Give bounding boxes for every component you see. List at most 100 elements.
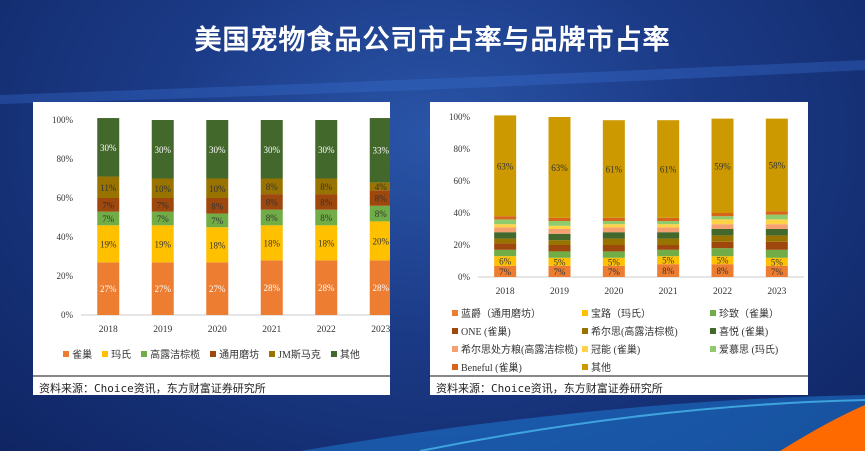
bar-segment [548,265,571,277]
bar-segment [548,225,571,229]
bar-segment [151,211,174,226]
bar-segment [548,217,571,221]
y-tick-label: 40% [454,208,471,218]
data-label: 33% [373,146,390,156]
bar-segment [369,205,392,222]
x-tick-label: 2023 [371,325,390,335]
data-label: 19% [100,239,117,249]
y-tick-label: 20% [454,240,471,250]
bar-segment [206,120,229,179]
bar-segment [657,120,680,218]
data-label: 5% [717,256,730,266]
y-tick-label: 20% [57,271,74,281]
legend-swatch [452,327,458,334]
legend-label: 通用磨坊 [219,350,260,361]
bar-segment [765,229,788,236]
bar-segment [260,178,283,195]
bar-segment [494,232,517,239]
legend-swatch [452,345,458,352]
x-tick-label: 2018 [496,287,515,297]
y-tick-label: 0% [61,310,74,320]
legend-item: 蓝爵（通用磨坊） [452,305,582,320]
bar-segment [711,256,734,265]
legend-swatch [710,309,716,316]
bar-segment [206,213,229,228]
legend-swatch [582,309,588,316]
bar-segment [315,209,338,226]
legend-swatch [582,363,588,370]
data-label: 8% [375,209,388,219]
bar-segment [602,120,625,218]
bar-segment [206,198,229,214]
bar-segment [548,117,571,218]
bar-segment [151,225,174,263]
bar-segment [494,256,517,266]
bar-segment [602,257,625,266]
bar-segment [369,221,392,261]
bar-segment [206,178,229,198]
legend-item: ONE (雀巢) [452,323,582,338]
bar-segment [765,118,788,212]
bar-segment [602,217,625,221]
bar-segment [260,260,283,315]
bar-segment [657,221,680,225]
data-label: 8% [375,194,388,204]
legend-label: 高露洁棕榄 [150,350,201,361]
x-tick-label: 2018 [99,325,118,335]
bar-segment [260,194,283,210]
x-tick-label: 2022 [713,287,732,297]
bar-segment [494,265,517,277]
bar-segment [315,120,338,179]
bar-segment [711,248,734,257]
bar-segment [657,217,680,221]
bar-segment [765,211,788,215]
bar-segment [657,264,680,277]
legend-item: 高露洁棕榄 [141,346,200,361]
bar-segment [97,262,120,315]
data-label: 61% [606,165,623,175]
data-label: 7% [771,267,784,277]
bar-segment [602,221,625,225]
bar-segment [494,115,517,217]
data-label: 10% [155,184,172,194]
bar-segment [548,221,571,226]
bar-segment [602,245,625,252]
legend-label: ONE (雀巢) [461,327,511,338]
data-label: 30% [155,145,172,155]
x-tick-label: 2020 [208,325,227,335]
data-label: 5% [662,256,675,266]
data-label: 7% [157,214,170,224]
y-tick-label: 100% [449,112,471,122]
data-label: 7% [211,216,224,226]
data-label: 61% [660,165,677,175]
page-title: 美国宠物食品公司市占率与品牌市占率 [194,25,671,56]
bar-segment [711,235,734,242]
data-label: 8% [320,182,333,192]
data-label: 11% [100,183,117,193]
bar-segment [369,118,392,183]
company-legend: 雀巢 玛氏 高露洁棕榄 通用磨坊 JM斯马克 其他 [33,346,390,361]
bar-segment [657,227,680,233]
company-share-chart-panel: 0% 20% 40% 60% 80% 100% 27% 19% 7% 7% 11% 30% 2018 27… [33,102,408,395]
data-label: 63% [551,163,568,173]
legend-swatch [330,350,337,357]
data-label: 7% [608,267,621,277]
legend-item: 喜悦 (雀巢) [710,323,830,338]
bar-segment [657,245,680,250]
data-label: 8% [266,182,279,192]
x-tick-label: 2021 [659,287,678,297]
bar-segment [548,240,571,245]
data-label: 30% [318,145,335,155]
bar-segment [657,249,680,257]
legend-item: 希尔思处方粮(高露洁棕榄) [452,341,582,356]
bar-segment [711,213,734,217]
bar-segment [97,176,120,198]
bar-segment [711,241,734,249]
bar-segment [315,260,338,315]
legend-label: 希尔思处方粮(高露洁棕榄) [461,345,578,356]
legend-item: 玛氏 [102,346,131,361]
bar-segment [602,238,625,245]
bar-segment [711,264,734,277]
legend-item: 爱慕思 (玛氏) [710,341,830,356]
bar-segment [548,245,571,252]
